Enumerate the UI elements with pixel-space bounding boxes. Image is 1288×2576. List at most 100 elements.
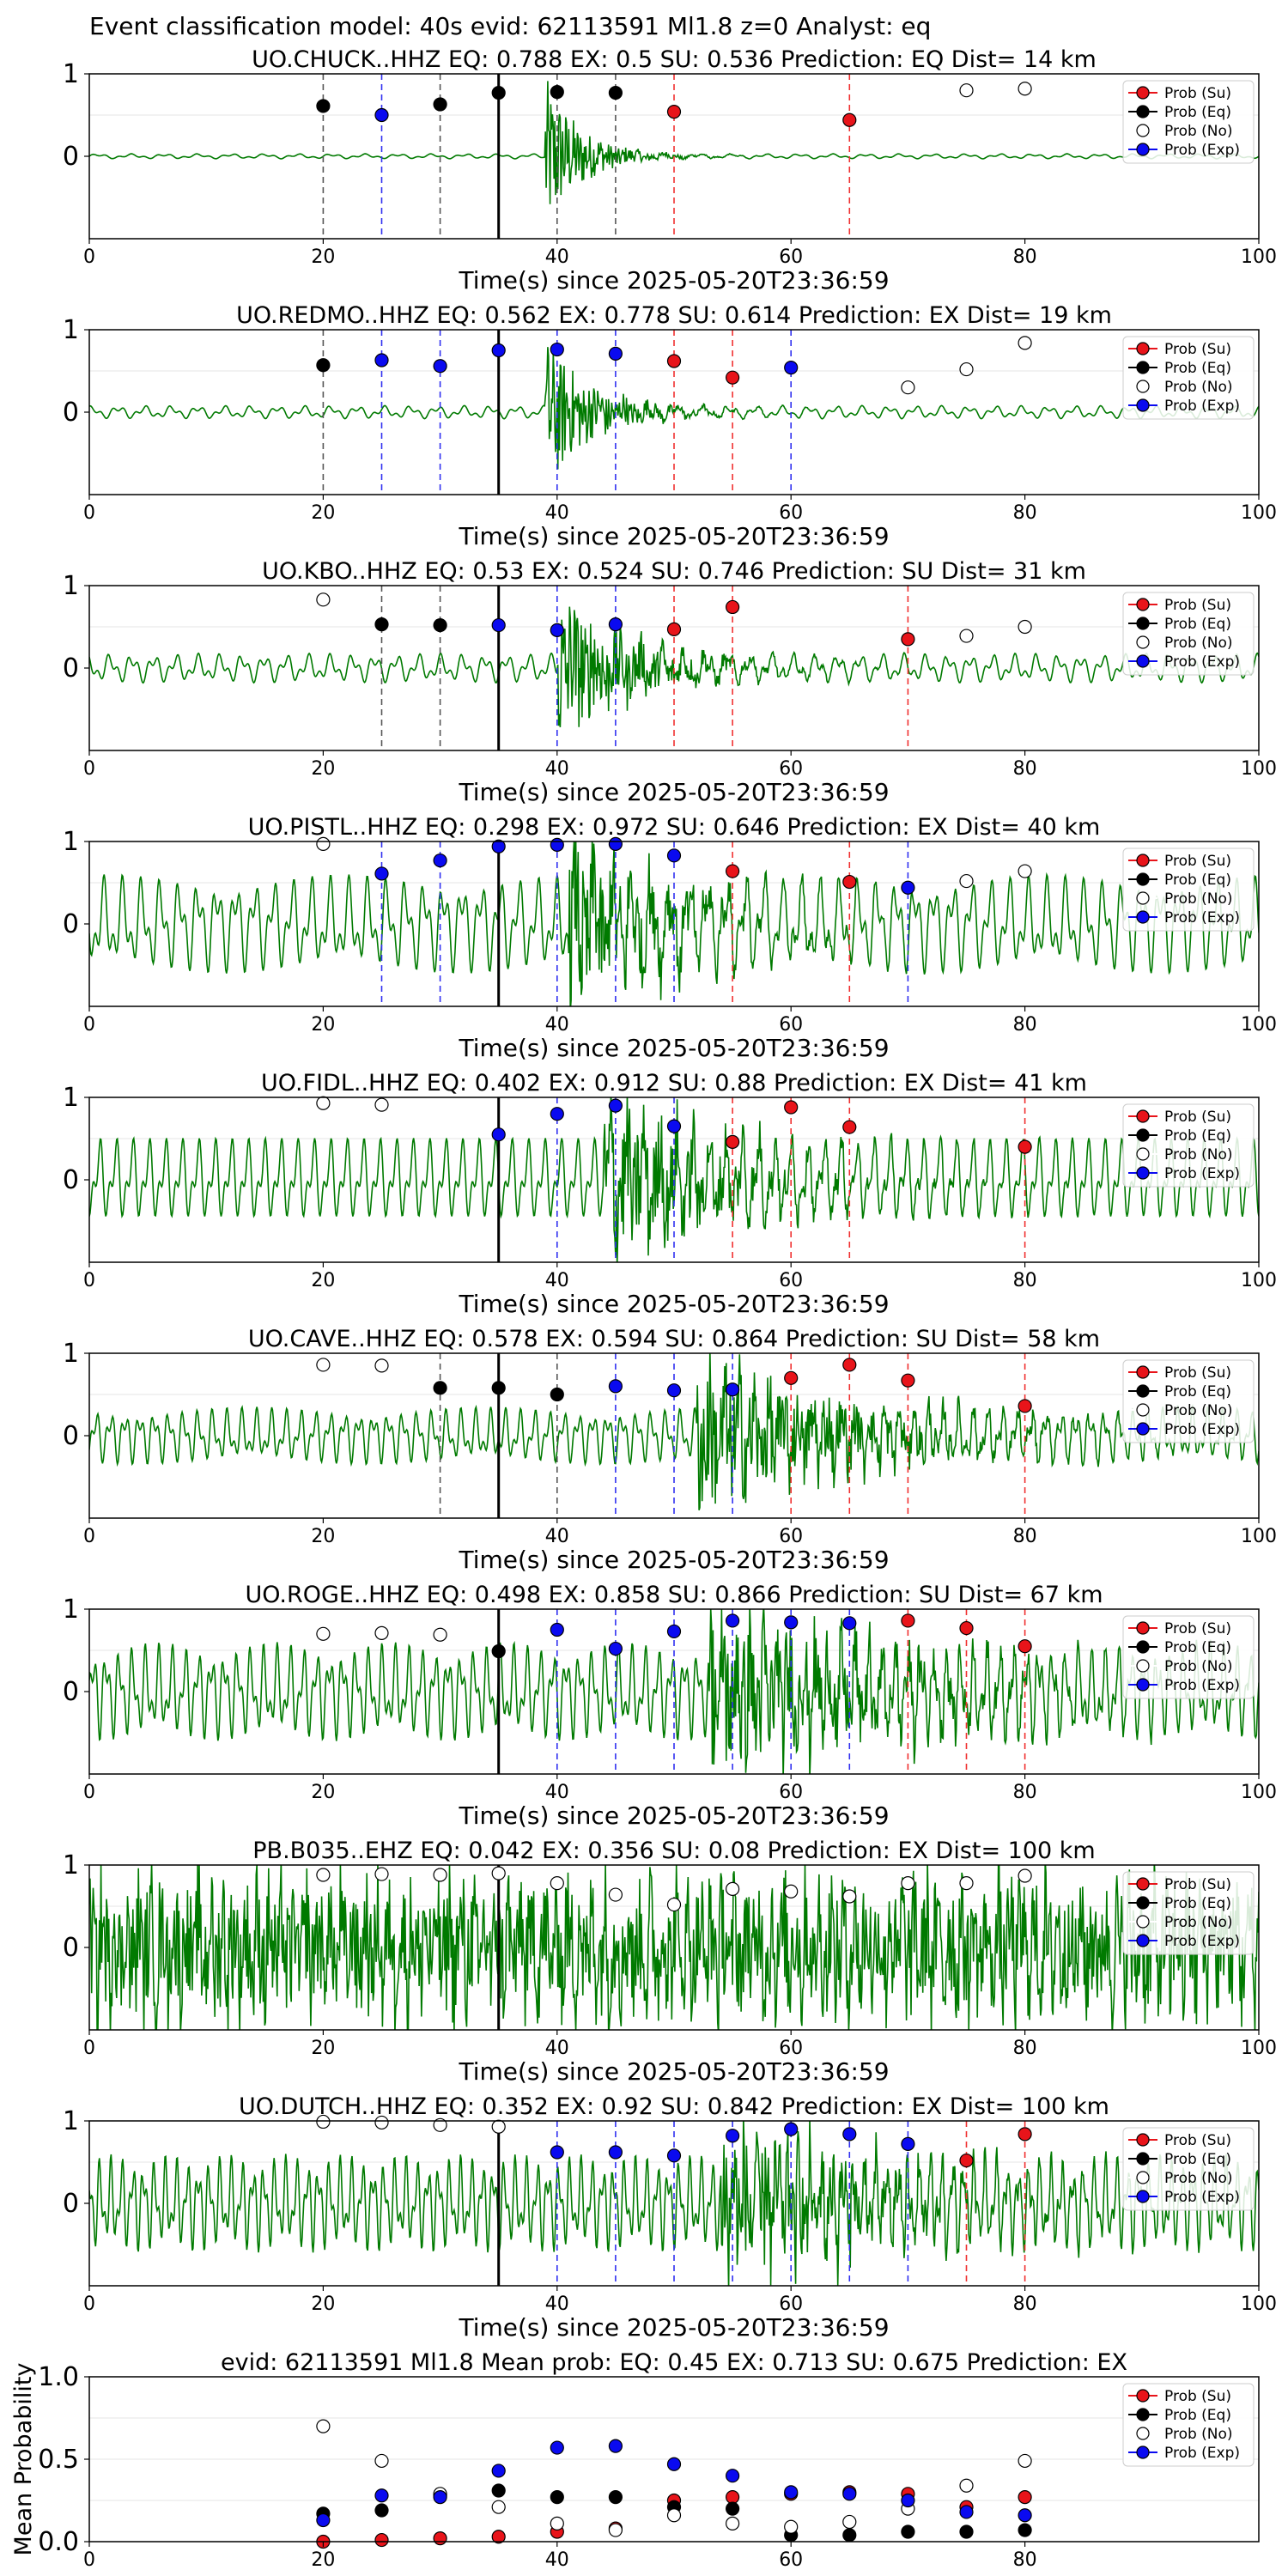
x-tick-label: 0 xyxy=(83,2293,95,2315)
prob-point-su xyxy=(959,2153,974,2168)
legend-label: Prob (Exp) xyxy=(1164,1677,1240,1694)
legend-label: Prob (Su) xyxy=(1164,2132,1231,2149)
legend-label: Prob (Exp) xyxy=(1164,1933,1240,1950)
y-tick-label: 0 xyxy=(63,909,79,939)
legend-marker-no xyxy=(1136,1403,1150,1417)
legend: Prob (Su) Prob (Eq) Prob (No) Prob (Exp) xyxy=(1122,2383,1255,2467)
legend-marker-su xyxy=(1136,2133,1150,2147)
prob-point-no xyxy=(316,1358,331,1372)
prob-point-eq xyxy=(608,85,623,100)
prob-point-exp xyxy=(550,2440,564,2455)
x-tick-label: 100 xyxy=(1241,2038,1277,2059)
legend-marker-su xyxy=(1136,1109,1150,1123)
y-tick-label: 1 xyxy=(63,1083,79,1113)
chart-panel-7: PB.B035..EHZ EQ: 0.042 EX: 0.356 SU: 0.0… xyxy=(63,1838,1277,2086)
legend-marker-eq xyxy=(1136,2408,1150,2421)
legend-box xyxy=(1122,1615,1255,1699)
prob-point-no xyxy=(374,1097,389,1112)
x-tick-label: 40 xyxy=(545,2038,569,2059)
prob-point-no xyxy=(666,1897,682,1912)
legend-label: Prob (No) xyxy=(1164,635,1233,652)
prob-point-su xyxy=(1018,1639,1032,1654)
x-tick-label: 0 xyxy=(83,1014,95,1036)
chart-panel-5: UO.CAVE..HHZ EQ: 0.578 EX: 0.594 SU: 0.8… xyxy=(63,1326,1277,1574)
x-tick-label: 80 xyxy=(1013,2038,1037,2059)
legend-marker-su xyxy=(1136,1877,1150,1891)
x-tick-label: 100 xyxy=(1241,2293,1277,2315)
prob-point-no xyxy=(316,1096,331,1110)
prob-point-eq xyxy=(316,99,331,113)
legend-marker-exp xyxy=(1136,910,1150,924)
panels: UO.CHUCK..HHZ EQ: 0.788 EX: 0.5 SU: 0.53… xyxy=(10,46,1277,2571)
prob-point-exp xyxy=(725,2469,740,2483)
legend-label: Prob (No) xyxy=(1164,890,1233,908)
chart-panel-4: UO.FIDL..HHZ EQ: 0.402 EX: 0.912 SU: 0.8… xyxy=(63,1070,1277,1318)
legend-marker-no xyxy=(1136,1147,1150,1161)
prob-point-su xyxy=(842,112,857,127)
chart-title: UO.ROGE..HHZ EQ: 0.498 EX: 0.858 SU: 0.8… xyxy=(245,1582,1103,1608)
x-tick-label: 40 xyxy=(545,1526,569,1547)
chart-panel-6: UO.ROGE..HHZ EQ: 0.498 EX: 0.858 SU: 0.8… xyxy=(63,1582,1277,1830)
legend-marker-eq xyxy=(1136,1640,1150,1654)
prob-point-exp xyxy=(1018,2508,1032,2523)
chart-panel-8: UO.DUTCH..HHZ EQ: 0.352 EX: 0.92 SU: 0.8… xyxy=(63,2093,1277,2342)
prob-point-su xyxy=(1018,1399,1032,1413)
seismogram-trace xyxy=(89,81,1259,204)
x-tick-label: 20 xyxy=(311,2293,335,2315)
x-tick-label: 40 xyxy=(545,1782,569,1803)
y-tick-label: 1 xyxy=(63,1339,79,1369)
prob-point-eq xyxy=(433,1381,447,1395)
legend-label: Prob (Su) xyxy=(1164,1620,1231,1637)
prob-point-eq xyxy=(550,2490,564,2505)
x-tick-label: 80 xyxy=(1013,1782,1037,1803)
prob-point-no xyxy=(959,361,974,377)
prob-point-exp xyxy=(374,2488,389,2503)
x-tick-label: 40 xyxy=(545,1270,569,1291)
prob-point-eq xyxy=(491,85,506,100)
x-tick-label: 40 xyxy=(545,2293,569,2315)
legend-marker-no xyxy=(1136,891,1150,905)
prob-point-no xyxy=(1018,82,1032,96)
legend-label: Prob (No) xyxy=(1164,1402,1233,1419)
legend-label: Prob (Su) xyxy=(1164,1109,1231,1126)
prob-point-exp xyxy=(608,836,623,851)
legend-label: Prob (No) xyxy=(1164,2426,1233,2443)
prob-point-exp xyxy=(666,2148,682,2163)
legend-label: Prob (No) xyxy=(1164,2170,1233,2187)
legend: Prob (Su) Prob (Eq) Prob (No) Prob (Exp) xyxy=(1122,1615,1255,1699)
legend-marker-su xyxy=(1136,1621,1150,1635)
legend-marker-exp xyxy=(1136,1166,1150,1180)
prob-point-eq xyxy=(374,617,389,632)
x-tick-label: 40 xyxy=(545,2549,569,2571)
chart-panel-3: UO.PISTL..HHZ EQ: 0.298 EX: 0.972 SU: 0.… xyxy=(63,814,1277,1062)
legend-marker-exp xyxy=(1136,1678,1150,1692)
chart-panel-9: evid: 62113591 Ml1.8 Mean prob: EQ: 0.45… xyxy=(10,2349,1260,2571)
legend-label: Prob (No) xyxy=(1164,1914,1233,1931)
legend-marker-su xyxy=(1136,86,1150,100)
x-tick-label: 0 xyxy=(83,246,95,268)
seismogram-trace xyxy=(89,1865,1259,2030)
prob-point-no xyxy=(784,1884,799,1899)
prob-point-su xyxy=(1018,1139,1032,1154)
prob-point-exp xyxy=(491,343,506,358)
prob-point-exp xyxy=(842,2127,857,2142)
x-tick-label: 60 xyxy=(779,1270,803,1291)
legend-marker-no xyxy=(1136,124,1150,137)
y-tick-label: 0 xyxy=(63,142,79,172)
x-tick-label: 20 xyxy=(311,1014,335,1036)
x-tick-label: 60 xyxy=(779,1526,803,1547)
x-tick-label: 100 xyxy=(1241,502,1277,524)
x-tick-label: 40 xyxy=(545,758,569,780)
prob-point-no xyxy=(550,2516,564,2530)
prob-point-exp xyxy=(725,2129,740,2143)
legend-marker-eq xyxy=(1136,617,1150,630)
x-tick-label: 20 xyxy=(311,2038,335,2059)
x-tick-label: 100 xyxy=(1241,758,1277,780)
legend: Prob (Su) Prob (Eq) Prob (No) Prob (Exp) xyxy=(1122,2127,1255,2211)
prob-point-exp xyxy=(550,1107,564,1121)
legend-label: Prob (Eq) xyxy=(1164,104,1231,121)
prob-point-eq xyxy=(433,97,447,112)
x-axis-label: Time(s) since 2025-05-20T23:36:59 xyxy=(458,2313,889,2342)
x-tick-label: 20 xyxy=(311,758,335,780)
